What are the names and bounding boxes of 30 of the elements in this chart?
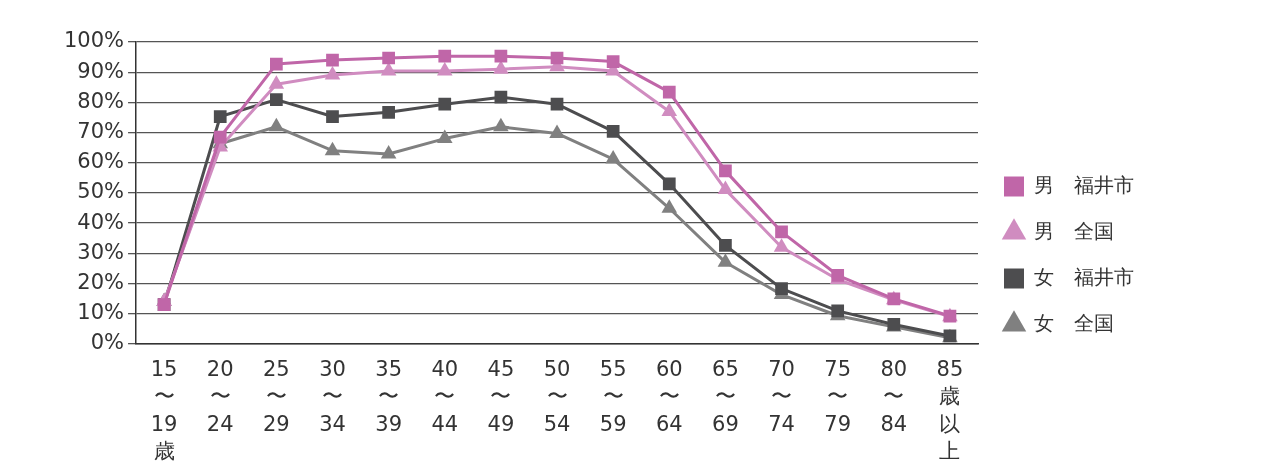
legend-label: 女 福井市 bbox=[1034, 264, 1134, 289]
x-tick-label: 55〜59 bbox=[599, 356, 627, 436]
x-tick-label: 50〜54 bbox=[543, 356, 571, 436]
x-tick-label: 15〜19歳 bbox=[150, 356, 178, 463]
legend-label: 男 全国 bbox=[1034, 218, 1114, 243]
x-tick-label: 30〜34 bbox=[319, 356, 346, 436]
y-tick-label: 10% bbox=[77, 300, 125, 325]
legend-label: 女 全国 bbox=[1034, 310, 1114, 335]
x-tick-label: 25〜29 bbox=[263, 356, 290, 436]
y-tick-label: 90% bbox=[77, 58, 125, 83]
y-tick-label: 20% bbox=[77, 269, 125, 294]
y-tick-label: 40% bbox=[77, 209, 125, 234]
legend-label: 男 福井市 bbox=[1034, 172, 1134, 197]
x-tick-label: 60〜64 bbox=[655, 356, 683, 436]
x-tick-label: 70〜74 bbox=[768, 356, 795, 436]
x-tick-label: 45〜49 bbox=[487, 356, 515, 436]
y-tick-label: 50% bbox=[77, 179, 125, 204]
y-tick-label: 0% bbox=[90, 330, 125, 355]
y-tick-label: 100% bbox=[63, 28, 125, 53]
x-tick-label: 85歳以上 bbox=[936, 356, 964, 463]
x-tick-label: 20〜24 bbox=[206, 356, 234, 436]
y-tick-label: 70% bbox=[77, 118, 125, 143]
y-tick-label: 80% bbox=[77, 88, 125, 113]
y-tick-label: 60% bbox=[77, 149, 125, 174]
x-tick-label: 75〜79 bbox=[824, 356, 852, 436]
x-tick-label: 40〜44 bbox=[431, 356, 459, 436]
x-tick-label: 65〜69 bbox=[712, 356, 739, 436]
x-tick-label: 80〜84 bbox=[880, 356, 908, 436]
x-tick-label: 35〜39 bbox=[375, 356, 402, 436]
y-tick-label: 30% bbox=[77, 239, 125, 264]
